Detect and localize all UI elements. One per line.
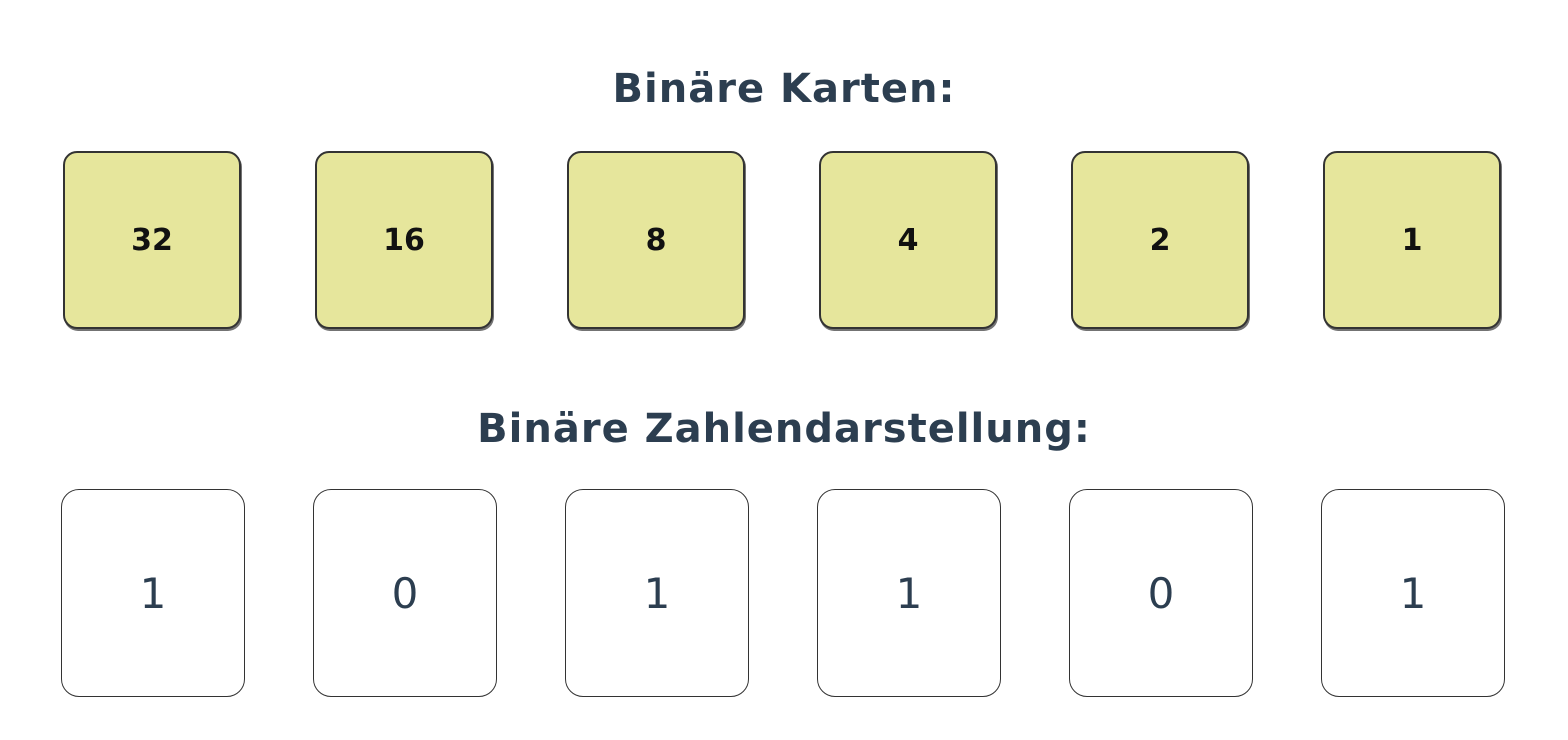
binary-card-8[interactable]: 8 <box>567 151 745 329</box>
binary-card-4[interactable]: 4 <box>819 151 997 329</box>
binary-digit-box[interactable]: 1 <box>1321 489 1505 697</box>
binary-digits-row: 1 0 1 1 0 1 <box>0 489 1568 697</box>
binary-card-2[interactable]: 2 <box>1071 151 1249 329</box>
binary-digit-box[interactable]: 1 <box>61 489 245 697</box>
binary-digit-box[interactable]: 1 <box>565 489 749 697</box>
binary-card-16[interactable]: 16 <box>315 151 493 329</box>
binary-digit-box[interactable]: 1 <box>817 489 1001 697</box>
binary-card-1[interactable]: 1 <box>1323 151 1501 329</box>
binary-digit-box[interactable]: 0 <box>1069 489 1253 697</box>
cards-heading: Binäre Karten: <box>612 66 956 112</box>
binary-digit-box[interactable]: 0 <box>313 489 497 697</box>
binary-representation-heading: Binäre Zahlendarstellung: <box>477 406 1091 452</box>
binary-card-32[interactable]: 32 <box>63 151 241 329</box>
binary-cards-row: 32 16 8 4 2 1 <box>0 151 1568 329</box>
